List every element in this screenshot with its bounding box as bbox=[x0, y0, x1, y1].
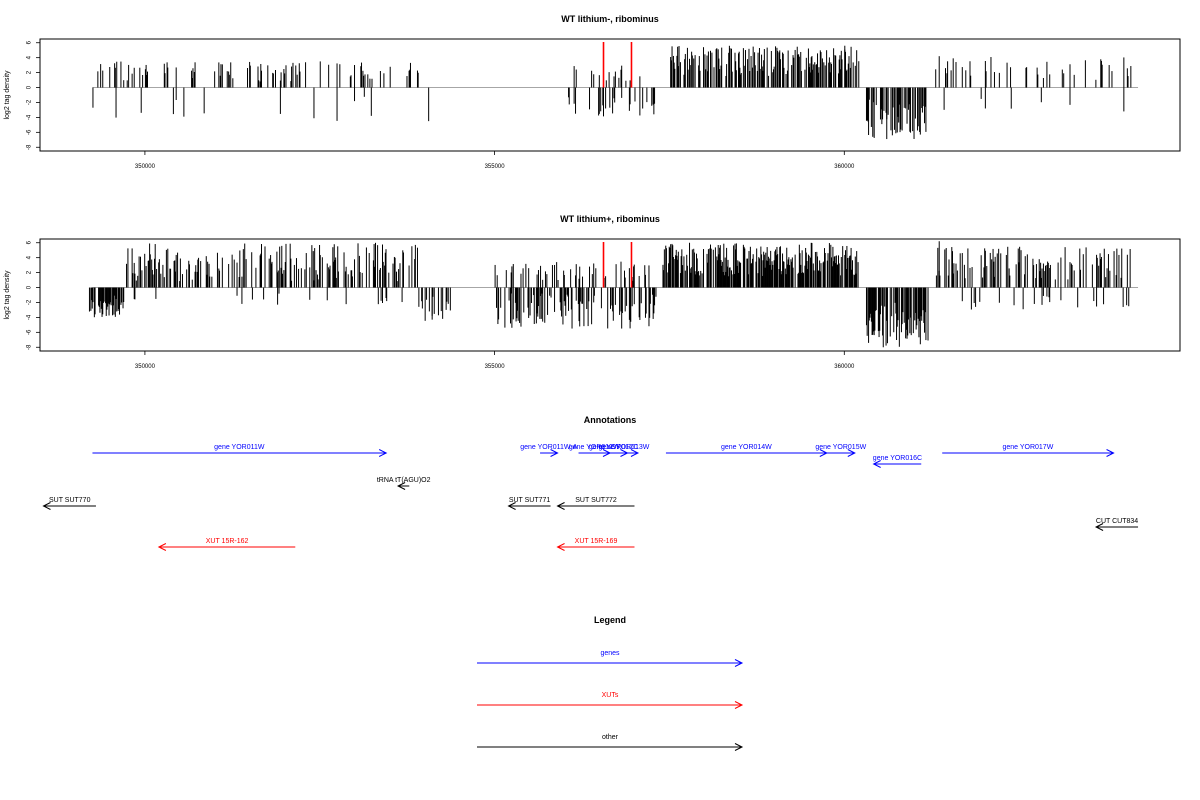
feature-gene: gene YOR014W bbox=[665, 444, 828, 457]
feature-other: CUT CUT834 bbox=[1094, 518, 1138, 531]
feature-label: gene YOR011W-A bbox=[520, 444, 578, 451]
feature-label: gene YOR012C bbox=[589, 444, 638, 451]
arrowhead-icon bbox=[734, 659, 744, 667]
feature-other: SUT SUT771 bbox=[507, 497, 551, 510]
feature-other: SUT SUT770 bbox=[42, 497, 96, 510]
density-bars bbox=[88, 241, 1131, 348]
legend: genes XUTs other bbox=[477, 650, 744, 751]
arrowhead-icon bbox=[396, 482, 406, 490]
density-bars bbox=[92, 45, 1132, 140]
feature-label: SUT SUT770 bbox=[49, 497, 91, 504]
feature-label: SUT SUT772 bbox=[575, 497, 617, 504]
x-tick-label: 355000 bbox=[485, 364, 506, 370]
arrowhead-icon bbox=[630, 449, 640, 457]
feature-label: gene YOR016C bbox=[873, 455, 922, 462]
feature-gene: gene YOR011W bbox=[92, 444, 388, 457]
y-tick-label: -8 bbox=[27, 144, 33, 150]
y-tick-label: 2 bbox=[27, 70, 33, 74]
arrowhead-icon bbox=[734, 743, 744, 751]
panel-2-y-label: log2 tag density bbox=[4, 270, 11, 320]
x-tick-label: 360000 bbox=[834, 364, 855, 370]
feature-label: gene YOR014W bbox=[721, 444, 772, 451]
feature-gene: gene YOR013W bbox=[599, 444, 650, 457]
feature-xut: XUT 15R-162 bbox=[157, 538, 296, 551]
y-tick-label: 4 bbox=[27, 255, 33, 259]
y-tick-label: -2 bbox=[27, 99, 33, 105]
legend-item-other: other bbox=[477, 734, 744, 751]
feature-xut: XUT 15R-169 bbox=[556, 538, 635, 551]
legend-item-gene: genes bbox=[477, 650, 744, 667]
y-tick-label: -6 bbox=[27, 129, 33, 135]
arrowhead-icon bbox=[1106, 449, 1115, 457]
arrowhead-icon bbox=[378, 449, 388, 457]
panel-2-plot: -8 -6 -4 -2 0 2 4 6 350000 355000 360000 bbox=[27, 238, 1181, 370]
feature-gene: gene YOR017W bbox=[942, 444, 1115, 457]
feature-gene: gene YOR015W bbox=[815, 444, 867, 457]
y-tick-label: 0 bbox=[27, 85, 33, 89]
arrowhead-icon bbox=[1094, 523, 1104, 531]
annotations-title: Annotations bbox=[584, 415, 637, 425]
plot-frame bbox=[39, 38, 1181, 152]
arrowhead-icon bbox=[734, 701, 744, 709]
arrowhead-icon bbox=[507, 502, 516, 510]
arrowhead-icon bbox=[847, 449, 856, 457]
x-tick-label: 360000 bbox=[834, 164, 855, 170]
panel-1-y-label: log2 tag density bbox=[4, 70, 11, 120]
feature-label: XUT 15R-169 bbox=[575, 538, 618, 545]
arrowhead-icon bbox=[42, 502, 51, 510]
y-tick-label: 0 bbox=[27, 285, 33, 289]
panel-1-title: WT lithium-, ribominus bbox=[561, 14, 659, 24]
feature-label: gene YOR012W bbox=[569, 444, 620, 451]
panel-1-plot: -8 -6 -4 -2 0 2 4 6 350000 355000 360000 bbox=[27, 38, 1181, 170]
y-tick-label: -8 bbox=[27, 344, 33, 350]
feature-other: SUT SUT772 bbox=[556, 497, 635, 510]
arrowhead-icon bbox=[872, 460, 881, 468]
arrowhead-icon bbox=[556, 502, 565, 510]
feature-gene: gene YOR016C bbox=[872, 455, 922, 468]
y-tick-label: 4 bbox=[27, 55, 33, 59]
y-tick-label: 6 bbox=[27, 240, 33, 244]
feature-label: SUT SUT771 bbox=[509, 497, 551, 504]
x-tick-label: 350000 bbox=[135, 164, 156, 170]
x-tick-label: 355000 bbox=[485, 164, 506, 170]
legend-item-xut: XUTs bbox=[477, 692, 744, 709]
panel-2-title: WT lithium+, ribominus bbox=[560, 214, 660, 224]
arrowhead-icon bbox=[157, 543, 167, 551]
y-tick-label: -2 bbox=[27, 299, 33, 305]
y-tick-label: 6 bbox=[27, 40, 33, 44]
feature-label: gene YOR015W bbox=[815, 444, 866, 451]
feature-label: XUT 15R-162 bbox=[206, 538, 249, 545]
arrowhead-icon bbox=[556, 543, 565, 551]
feature-label: gene YOR011W bbox=[214, 444, 265, 451]
plot-frame bbox=[39, 238, 1181, 352]
legend-label: other bbox=[602, 734, 619, 741]
y-tick-label: -4 bbox=[27, 114, 33, 120]
arrowhead-icon bbox=[550, 449, 559, 457]
feature-label: tRNA tT(AGU)O2 bbox=[377, 477, 431, 484]
feature-label: CUT CUT834 bbox=[1096, 518, 1138, 525]
feature-other: tRNA tT(AGU)O2 bbox=[377, 477, 431, 490]
x-tick-label: 350000 bbox=[135, 364, 156, 370]
feature-label: gene YOR017W bbox=[1002, 444, 1053, 451]
y-tick-label: -6 bbox=[27, 329, 33, 335]
feature-gene: gene YOR011W-A bbox=[520, 444, 578, 457]
y-tick-label: -4 bbox=[27, 314, 33, 320]
y-tick-label: 2 bbox=[27, 270, 33, 274]
feature-label: gene YOR013W bbox=[599, 444, 650, 451]
legend-title: Legend bbox=[594, 615, 626, 625]
legend-label: genes bbox=[600, 650, 620, 657]
legend-label: XUTs bbox=[602, 692, 619, 699]
